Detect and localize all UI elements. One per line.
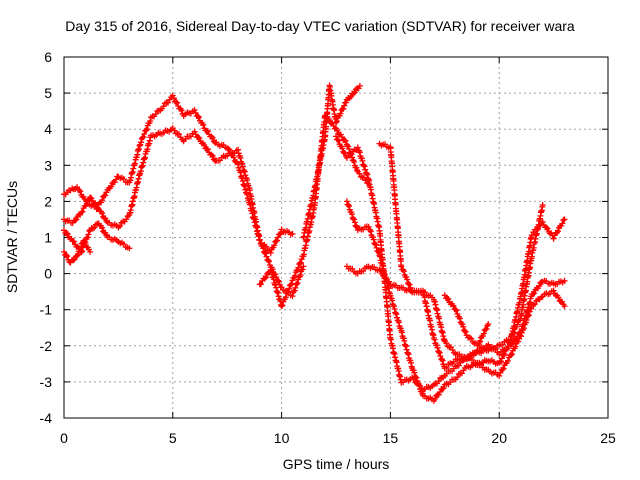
- y-tick-label: 3: [44, 157, 52, 173]
- series-markers: [376, 140, 568, 372]
- grid-lines: [64, 57, 608, 418]
- y-tick-label: 2: [44, 193, 52, 209]
- y-tick-label: -1: [40, 302, 53, 318]
- axis-ticks: [63, 56, 609, 419]
- series-markers: [61, 237, 94, 266]
- series-markers: [300, 82, 363, 241]
- series-markers: [61, 125, 307, 300]
- series-satellite-track-a: [61, 92, 296, 256]
- chart-title: Day 315 of 2016, Sidereal Day-to-day VTE…: [65, 18, 575, 34]
- x-tick-label: 10: [274, 430, 290, 446]
- x-tick-label: 20: [491, 430, 507, 446]
- series-markers: [343, 263, 568, 363]
- y-tick-label: -3: [40, 374, 53, 390]
- y-tick-label: 1: [44, 230, 52, 246]
- series-satellite-track-i: [343, 263, 568, 363]
- series-satellite-track-d: [61, 237, 94, 266]
- y-tick-label: 4: [44, 121, 52, 137]
- series-satellite-track-f: [300, 82, 363, 241]
- series-markers: [61, 92, 296, 256]
- x-tick-label: 5: [169, 430, 177, 446]
- y-tick-label: 5: [44, 85, 52, 101]
- series-markers: [441, 292, 492, 349]
- x-tick-label: 15: [383, 430, 399, 446]
- x-tick-label: 25: [600, 430, 616, 446]
- y-tick-label: 6: [44, 49, 52, 65]
- y-tick-label: -2: [40, 338, 53, 354]
- series-satellite-track-k: [441, 292, 492, 349]
- series-markers: [256, 112, 372, 310]
- y-tick-label: -4: [40, 410, 53, 426]
- data-series: [61, 82, 568, 404]
- y-tick-label: 0: [44, 266, 52, 282]
- series-satellite-track-j: [376, 140, 568, 372]
- series-satellite-track-b: [61, 125, 307, 300]
- tick-labels: 0 5 10 15 20 25 -4 -3 -2 -1 0 1 2 3 4 5 6: [40, 49, 616, 446]
- y-axis-label: SDTVAR / TECUs: [4, 180, 20, 294]
- series-satellite-track-e: [256, 112, 372, 310]
- x-axis-label: GPS time / hours: [282, 456, 390, 472]
- x-tick-label: 0: [60, 430, 68, 446]
